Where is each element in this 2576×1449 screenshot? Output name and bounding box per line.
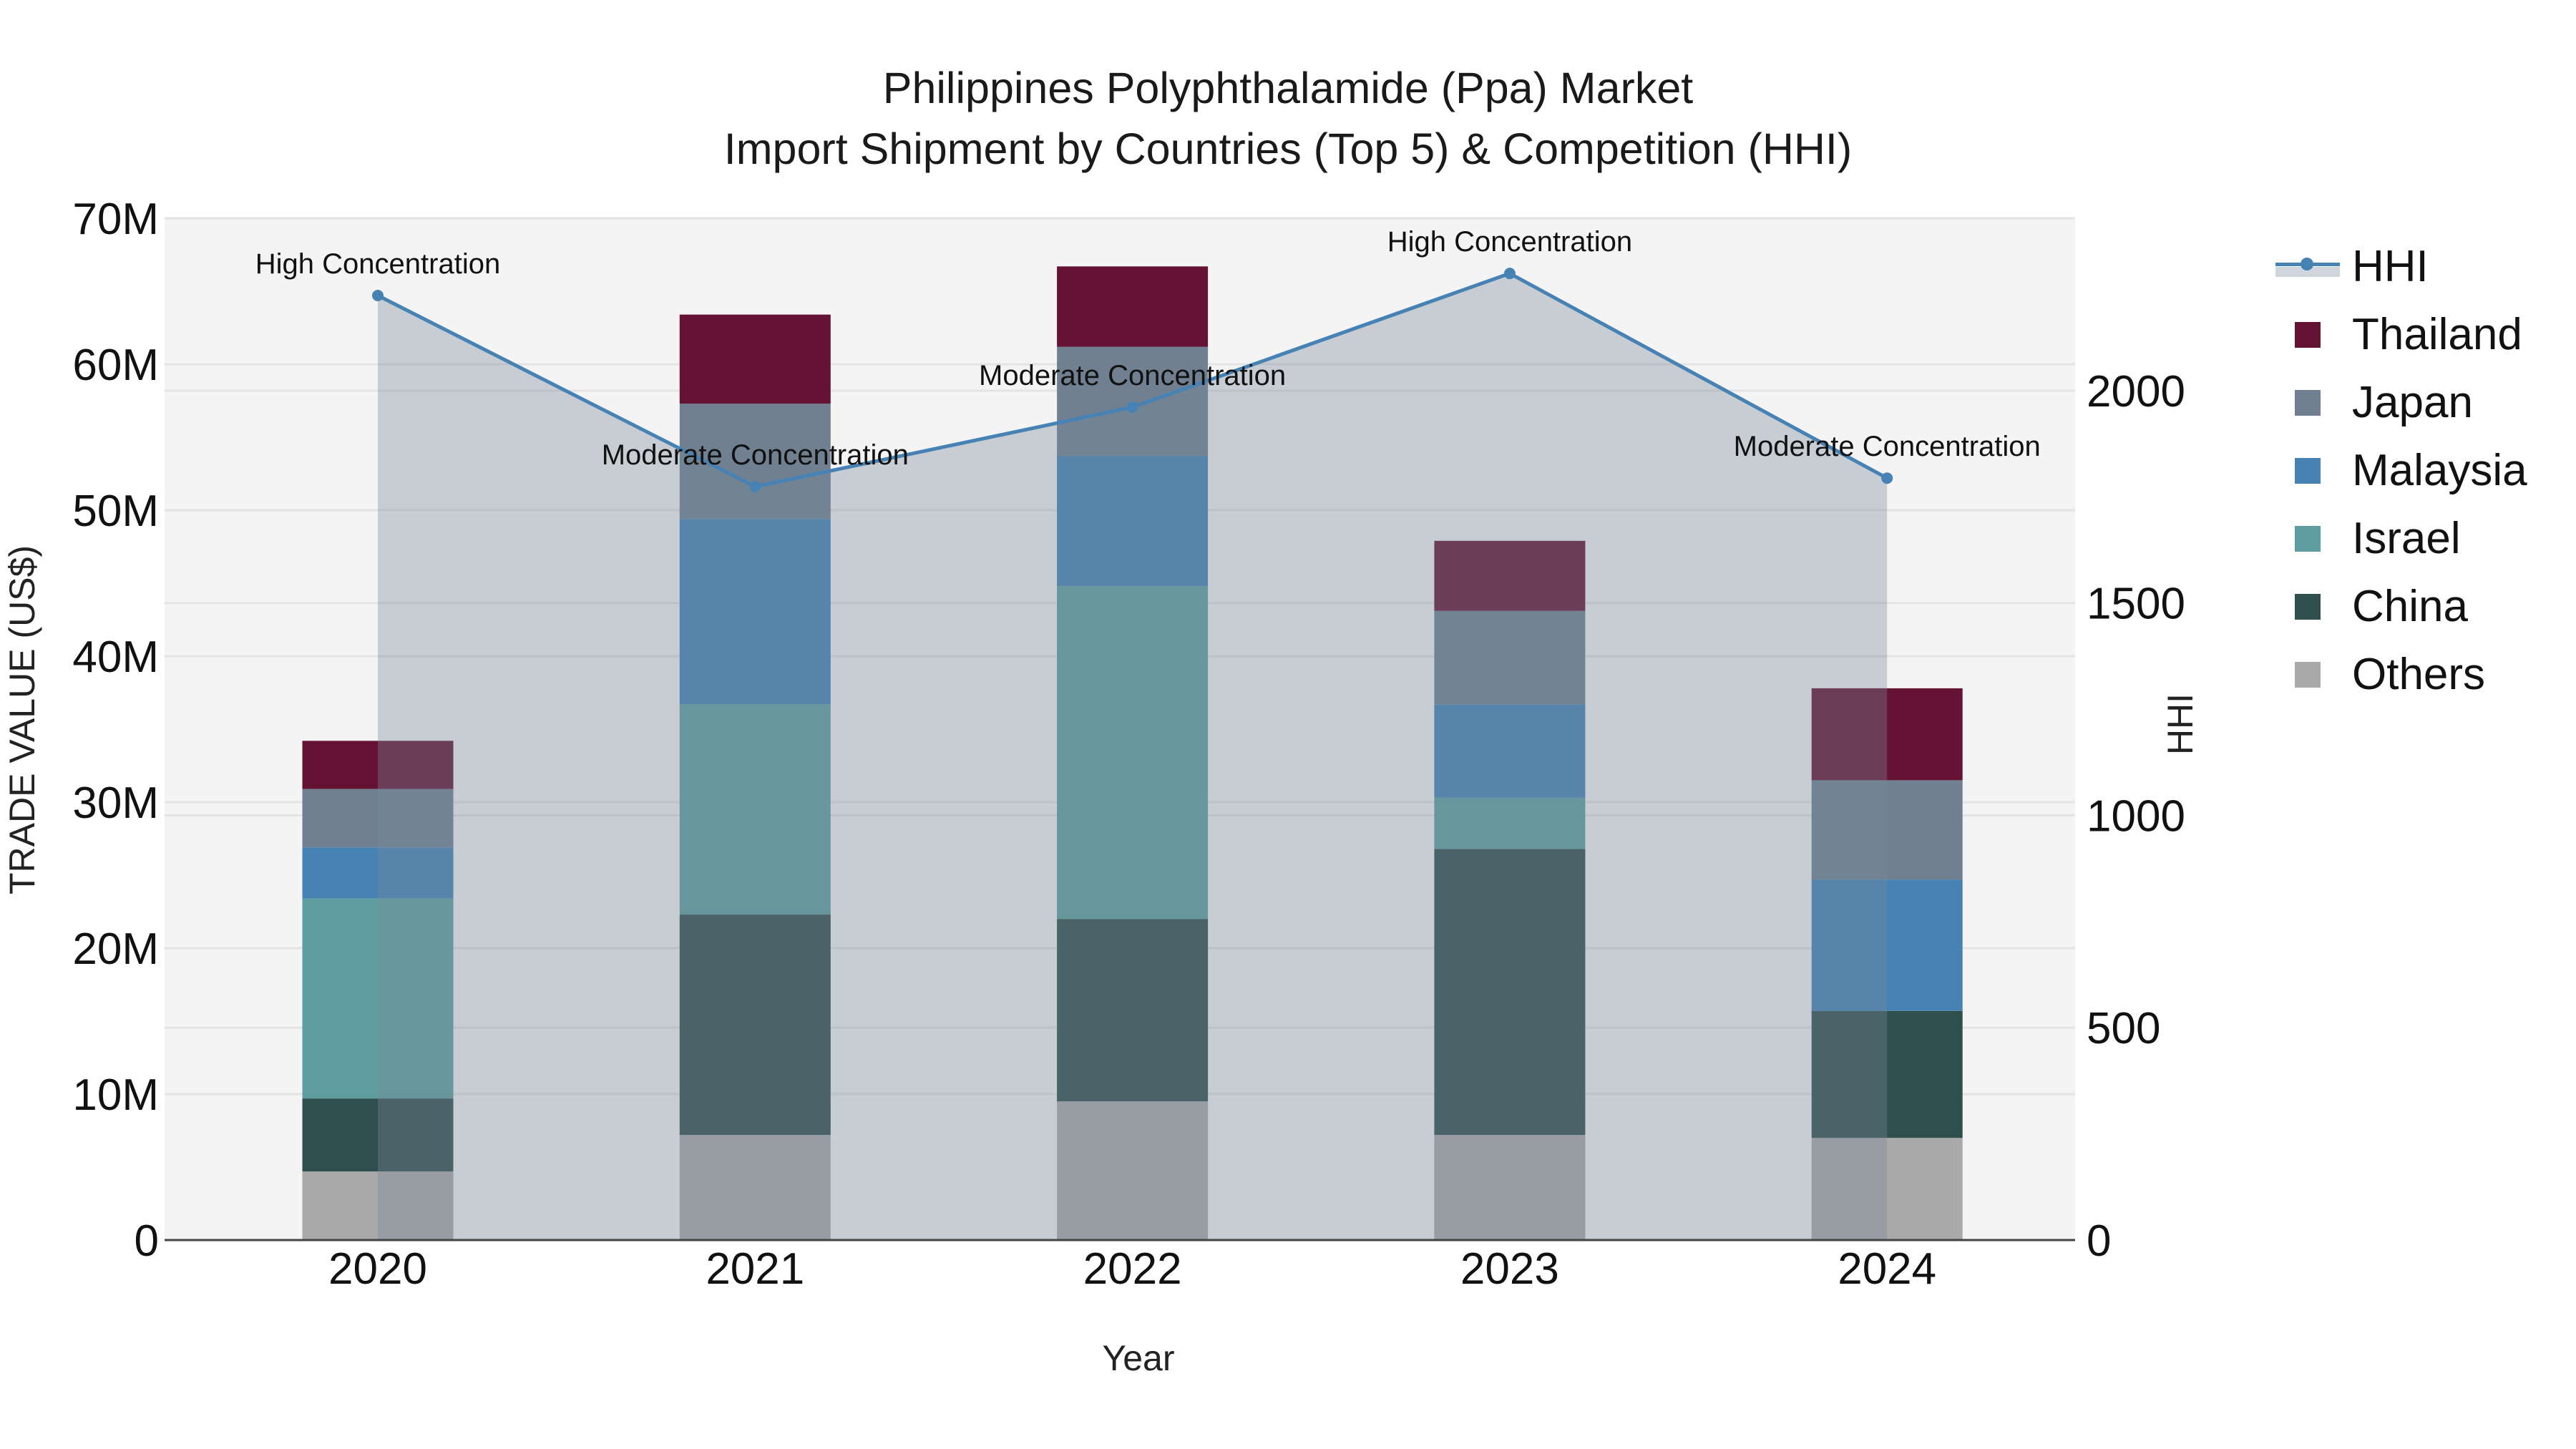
bar-segment-others[interactable] xyxy=(302,1171,454,1240)
legend-label: HHI xyxy=(2352,241,2429,291)
y-left-tick-label: 70M xyxy=(72,195,159,244)
y-left-tick-label: 10M xyxy=(72,1070,159,1120)
legend-label: Malaysia xyxy=(2352,445,2527,495)
y-right-tick-label: 500 xyxy=(2087,1004,2160,1053)
y-left-tick-label: 50M xyxy=(72,487,159,536)
swatch-icon xyxy=(2295,525,2321,552)
x-tick-label: 2020 xyxy=(328,1244,427,1294)
bar-segment-china[interactable] xyxy=(1434,849,1586,1136)
y-axis-left-title: TRADE VALUE (US$) xyxy=(2,545,42,894)
legend-item-others[interactable]: Others xyxy=(2268,640,2527,708)
bar-segment-japan[interactable] xyxy=(1057,346,1209,457)
bar-segment-israel[interactable] xyxy=(302,898,454,1099)
bar-segment-china[interactable] xyxy=(1811,1010,1963,1138)
bar-segment-malaysia[interactable] xyxy=(1811,879,1963,1011)
x-tick-label: 2021 xyxy=(706,1244,804,1294)
axis-ticks: 0 10M 20M 30M 40M 50M 60M 70M 0 500 1000 1500 2000 20… xyxy=(72,195,2185,1294)
hhi-annotation: High Concentration xyxy=(255,248,500,280)
legend-label: China xyxy=(2352,581,2468,631)
swatch-icon xyxy=(2295,457,2321,484)
bar-segment-china[interactable] xyxy=(302,1098,454,1172)
x-tick-label: 2024 xyxy=(1838,1244,1936,1294)
bar-segment-japan[interactable] xyxy=(1434,610,1586,705)
bar-segment-thailand[interactable] xyxy=(1057,266,1209,347)
bar-segment-others[interactable] xyxy=(1057,1101,1209,1240)
bar-segment-malaysia[interactable] xyxy=(1057,456,1209,587)
bar-segment-china[interactable] xyxy=(679,914,831,1136)
bar-segment-malaysia[interactable] xyxy=(1434,704,1586,798)
y-right-tick-label: 0 xyxy=(2087,1216,2111,1266)
y-right-tick-label: 1000 xyxy=(2087,791,2185,841)
hhi-marker[interactable] xyxy=(372,290,384,302)
bar-segment-thailand[interactable] xyxy=(1811,688,1963,781)
y-right-tick-label: 2000 xyxy=(2087,367,2185,416)
line-area-icon xyxy=(2268,240,2340,293)
bar-segment-china[interactable] xyxy=(1057,919,1209,1102)
hhi-annotation: High Concentration xyxy=(1387,226,1632,258)
bar-segment-japan[interactable] xyxy=(1811,780,1963,880)
y-left-tick-label: 60M xyxy=(72,341,159,390)
hhi-annotation: Moderate Concentration xyxy=(602,439,909,471)
legend-label: Japan xyxy=(2352,377,2473,427)
hhi-marker[interactable] xyxy=(1881,472,1893,484)
legend-item-israel[interactable]: Israel xyxy=(2268,504,2527,572)
legend-item-hhi[interactable]: HHI xyxy=(2268,233,2527,301)
legend-label: Israel xyxy=(2352,513,2461,563)
x-tick-label: 2023 xyxy=(1460,1244,1559,1294)
bar-segment-israel[interactable] xyxy=(1057,586,1209,919)
bar-segment-thailand[interactable] xyxy=(1434,540,1586,611)
swatch-icon xyxy=(2295,321,2321,348)
y-left-tick-label: 20M xyxy=(72,924,159,974)
x-axis-title: Year xyxy=(1102,1338,1174,1378)
legend-label: Thailand xyxy=(2352,309,2522,359)
hhi-line-area[interactable] xyxy=(372,268,1893,1240)
swatch-icon xyxy=(2295,389,2321,416)
chart-title-line1: Philippines Polyphthalamide (Ppa) Market xyxy=(882,64,1694,112)
y-axis-right-title: HHI xyxy=(2160,693,2200,755)
bar-segment-malaysia[interactable] xyxy=(679,519,831,705)
hhi-marker[interactable] xyxy=(749,481,761,493)
hhi-marker[interactable] xyxy=(1503,268,1516,280)
y-left-tick-label: 30M xyxy=(72,779,159,828)
bar-segment-japan[interactable] xyxy=(302,789,454,848)
hhi-area xyxy=(378,273,1888,1240)
legend-item-malaysia[interactable]: Malaysia xyxy=(2268,436,2527,504)
legend: HHI Thailand Japan Malaysia Israel China… xyxy=(2268,233,2527,708)
legend-label: Others xyxy=(2352,649,2486,699)
bar-segment-others[interactable] xyxy=(1811,1138,1963,1240)
swatch-icon xyxy=(2295,593,2321,620)
bar-segment-thailand[interactable] xyxy=(302,741,454,789)
y-left-tick-label: 40M xyxy=(72,633,159,682)
x-tick-label: 2022 xyxy=(1083,1244,1182,1294)
bar-segment-israel[interactable] xyxy=(1434,797,1586,849)
hhi-annotation: Moderate Concentration xyxy=(979,360,1286,391)
swatch-icon xyxy=(2295,661,2321,688)
bar-segment-others[interactable] xyxy=(679,1135,831,1240)
hhi-marker[interactable] xyxy=(1126,401,1138,414)
bar-segment-thailand[interactable] xyxy=(679,314,831,404)
y-left-tick-label: 0 xyxy=(135,1216,159,1266)
legend-item-thailand[interactable]: Thailand xyxy=(2268,301,2527,369)
chart-title-line2: Import Shipment by Countries (Top 5) & C… xyxy=(723,125,1853,173)
legend-item-china[interactable]: China xyxy=(2268,572,2527,640)
legend-item-japan[interactable]: Japan xyxy=(2268,369,2527,436)
y-right-tick-label: 1500 xyxy=(2087,580,2185,629)
bar-segment-malaysia[interactable] xyxy=(302,847,454,899)
hhi-annotations: High Concentration Moderate Concentration… xyxy=(255,226,2041,471)
stacked-bars[interactable] xyxy=(302,266,1963,1240)
hhi-annotation: Moderate Concentration xyxy=(1734,431,2041,462)
bar-segment-others[interactable] xyxy=(1434,1135,1586,1240)
bar-segment-israel[interactable] xyxy=(679,704,831,915)
